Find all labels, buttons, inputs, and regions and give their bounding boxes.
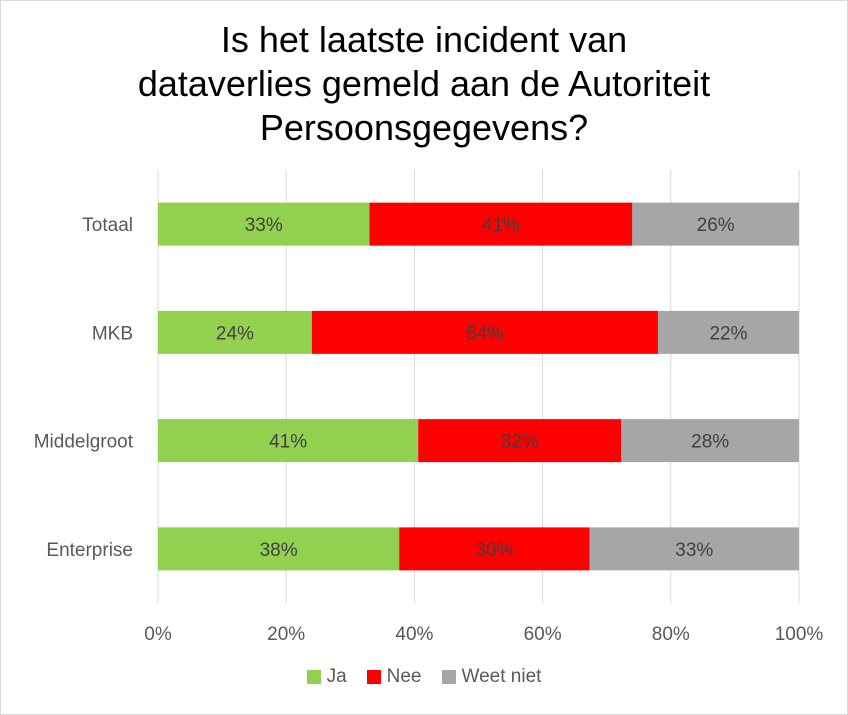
x-tick-label: 80% [652,624,690,645]
legend-item-weet-niet: Weet niet [441,666,542,688]
legend-swatch-weet-niet [441,670,456,684]
bar-segment [657,310,799,354]
legend-label-weet-niet: Weet niet [461,666,542,687]
category-label: Totaal [82,215,133,236]
data-label: 41% [482,215,520,236]
data-label: 41% [269,432,307,453]
bar-segment [158,419,419,463]
chart-title-line-2: dataverlies gemeld aan de Autoriteit [137,63,711,104]
data-label: 30% [475,540,513,561]
bar-segment [369,202,633,246]
bar-segment [158,310,312,354]
legend-label-nee: Nee [386,666,422,687]
legend-label-ja: Ja [326,666,347,687]
data-label: 26% [697,215,735,236]
x-tick-label: 40% [395,624,433,645]
category-label: MKB [92,323,133,344]
bar-segment [418,419,622,463]
chart-title-line-1: Is het laatste incident van [220,19,628,60]
chart-title: Is het laatste incident van dataverlies … [0,18,848,150]
data-label: 24% [216,323,254,344]
data-label: 38% [260,540,298,561]
data-label: 28% [691,432,729,453]
bar-segment [158,202,370,246]
x-tick-label: 100% [775,624,824,645]
legend-swatch-ja [306,670,321,684]
category-label: Middelgroot [34,432,134,453]
legend-item-ja: Ja [306,666,347,688]
bar-segment [311,310,658,354]
x-tick-label: 0% [144,624,172,645]
bar-segment [399,527,590,571]
chart-title-line-3: Persoonsgegevens? [259,107,589,148]
bar-segment [158,527,400,571]
bar-segment [632,202,799,246]
category-label: Enterprise [46,540,133,561]
legend-swatch-nee [366,670,381,684]
legend: Ja Nee Weet niet [0,666,848,688]
data-label: 33% [675,540,713,561]
data-label: 54% [466,323,504,344]
x-tick-label: 60% [524,624,562,645]
data-label: 32% [501,432,539,453]
legend-item-nee: Nee [366,666,422,688]
data-label: 33% [245,215,283,236]
bar-segment [621,419,799,463]
bar-segment [589,527,799,571]
x-tick-label: 20% [267,624,305,645]
data-label: 22% [709,323,747,344]
